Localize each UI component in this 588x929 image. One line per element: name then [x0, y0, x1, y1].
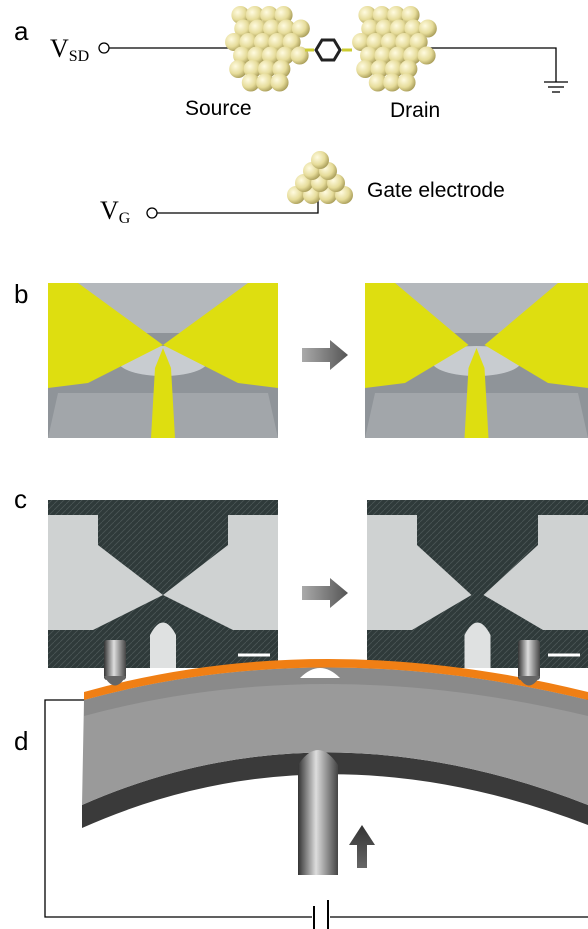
probe: [104, 640, 126, 680]
drain-label: Drain: [390, 99, 440, 122]
panel-label: a: [14, 16, 29, 46]
gate: [150, 623, 176, 669]
probe: [518, 640, 540, 680]
molecule: [305, 40, 352, 60]
terminal: [99, 43, 109, 53]
gate: [465, 623, 491, 669]
arrow: [349, 825, 375, 868]
atom: [398, 74, 416, 92]
ground: [544, 82, 568, 92]
sem-image: [48, 500, 278, 668]
wire: [420, 48, 556, 82]
pushing-rod: [298, 750, 338, 875]
sem-image: [367, 500, 588, 668]
gate-cluster: [287, 151, 353, 204]
drain-cluster: [352, 6, 437, 92]
page: {"panels": [ {"label": "a", "vsd": {"sym…: [0, 0, 588, 929]
device-render: [48, 283, 278, 438]
arrow: [302, 340, 348, 370]
atom: [311, 151, 329, 169]
source-label: Source: [185, 97, 252, 120]
device-render: [365, 283, 588, 438]
panel-label: b: [14, 279, 28, 309]
arrow: [302, 578, 348, 608]
gate-label: Gate electrode: [367, 179, 505, 202]
figure: a VSD Source Drain VG Gate electrode b c…: [0, 0, 588, 929]
source-cluster: [225, 6, 310, 92]
panel-label: d: [14, 726, 28, 756]
atom: [271, 74, 289, 92]
vg-label: VG: [100, 196, 131, 227]
panel-label: c: [14, 484, 27, 514]
vsd-label: VSD: [50, 34, 89, 65]
atom: [418, 47, 436, 65]
terminal: [147, 208, 157, 218]
